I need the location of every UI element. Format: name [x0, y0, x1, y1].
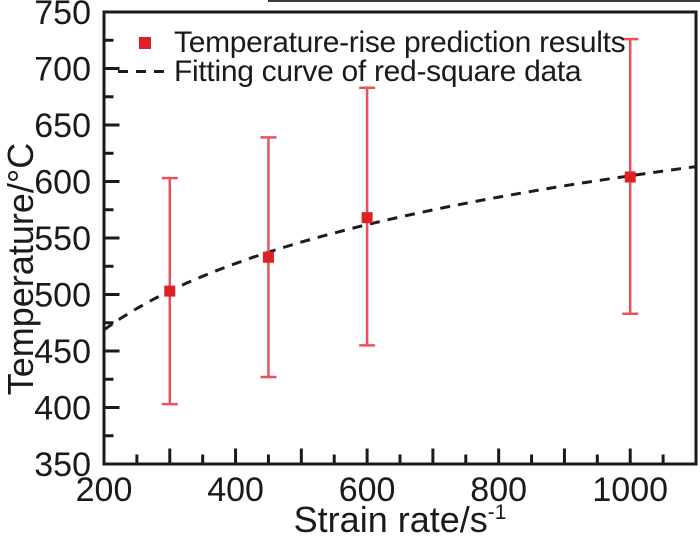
legend-entry-fitting-curve: Fitting curve of red-square data [116, 54, 625, 88]
x-axis-title-superscript: -1 [487, 501, 507, 524]
legend-marker-cell [116, 36, 174, 49]
plot-frame [102, 10, 698, 466]
x-tick-label: 600 [339, 471, 396, 509]
y-tick-label: 550 [34, 220, 91, 258]
legend-entry-prediction: Temperature-rise prediction results [116, 25, 626, 59]
y-tick-label: 750 [34, 0, 91, 32]
x-axis-title: Strain rate/s-1 [104, 499, 696, 538]
y-tick-label: 650 [34, 107, 91, 145]
legend-label-prediction: Temperature-rise prediction results [174, 25, 626, 59]
data-point-square [361, 212, 373, 224]
top-rule-line [268, 0, 700, 2]
data-point-square [624, 171, 636, 183]
x-tick-label: 800 [470, 471, 527, 509]
dashed-line-marker-icon [118, 70, 172, 73]
x-tick-label: 400 [207, 471, 264, 509]
y-tick-label: 700 [34, 51, 91, 89]
y-tick-label: 450 [34, 333, 91, 371]
x-axis-title-text: Strain rate/s [293, 499, 488, 538]
x-tick-label: 1000 [592, 471, 668, 509]
y-tick-label: 600 [34, 164, 91, 202]
fitting-curve [103, 165, 697, 332]
y-tick-label: 500 [34, 277, 91, 315]
data-point-square [262, 251, 274, 263]
legend-marker-cell [116, 70, 174, 73]
x-tick-label: 200 [76, 471, 133, 509]
y-axis-title: Temperature/°C [0, 142, 41, 396]
data-point-square [164, 285, 176, 297]
legend: Temperature-rise prediction results Fitt… [116, 25, 626, 88]
red-square-marker-icon [139, 36, 151, 49]
legend-label-fitting-curve: Fitting curve of red-square data [174, 54, 582, 88]
y-tick-label: 350 [34, 446, 91, 484]
y-tick-label: 400 [34, 390, 91, 428]
